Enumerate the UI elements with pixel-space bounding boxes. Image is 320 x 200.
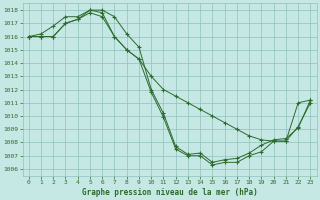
X-axis label: Graphe pression niveau de la mer (hPa): Graphe pression niveau de la mer (hPa) [82, 188, 258, 197]
